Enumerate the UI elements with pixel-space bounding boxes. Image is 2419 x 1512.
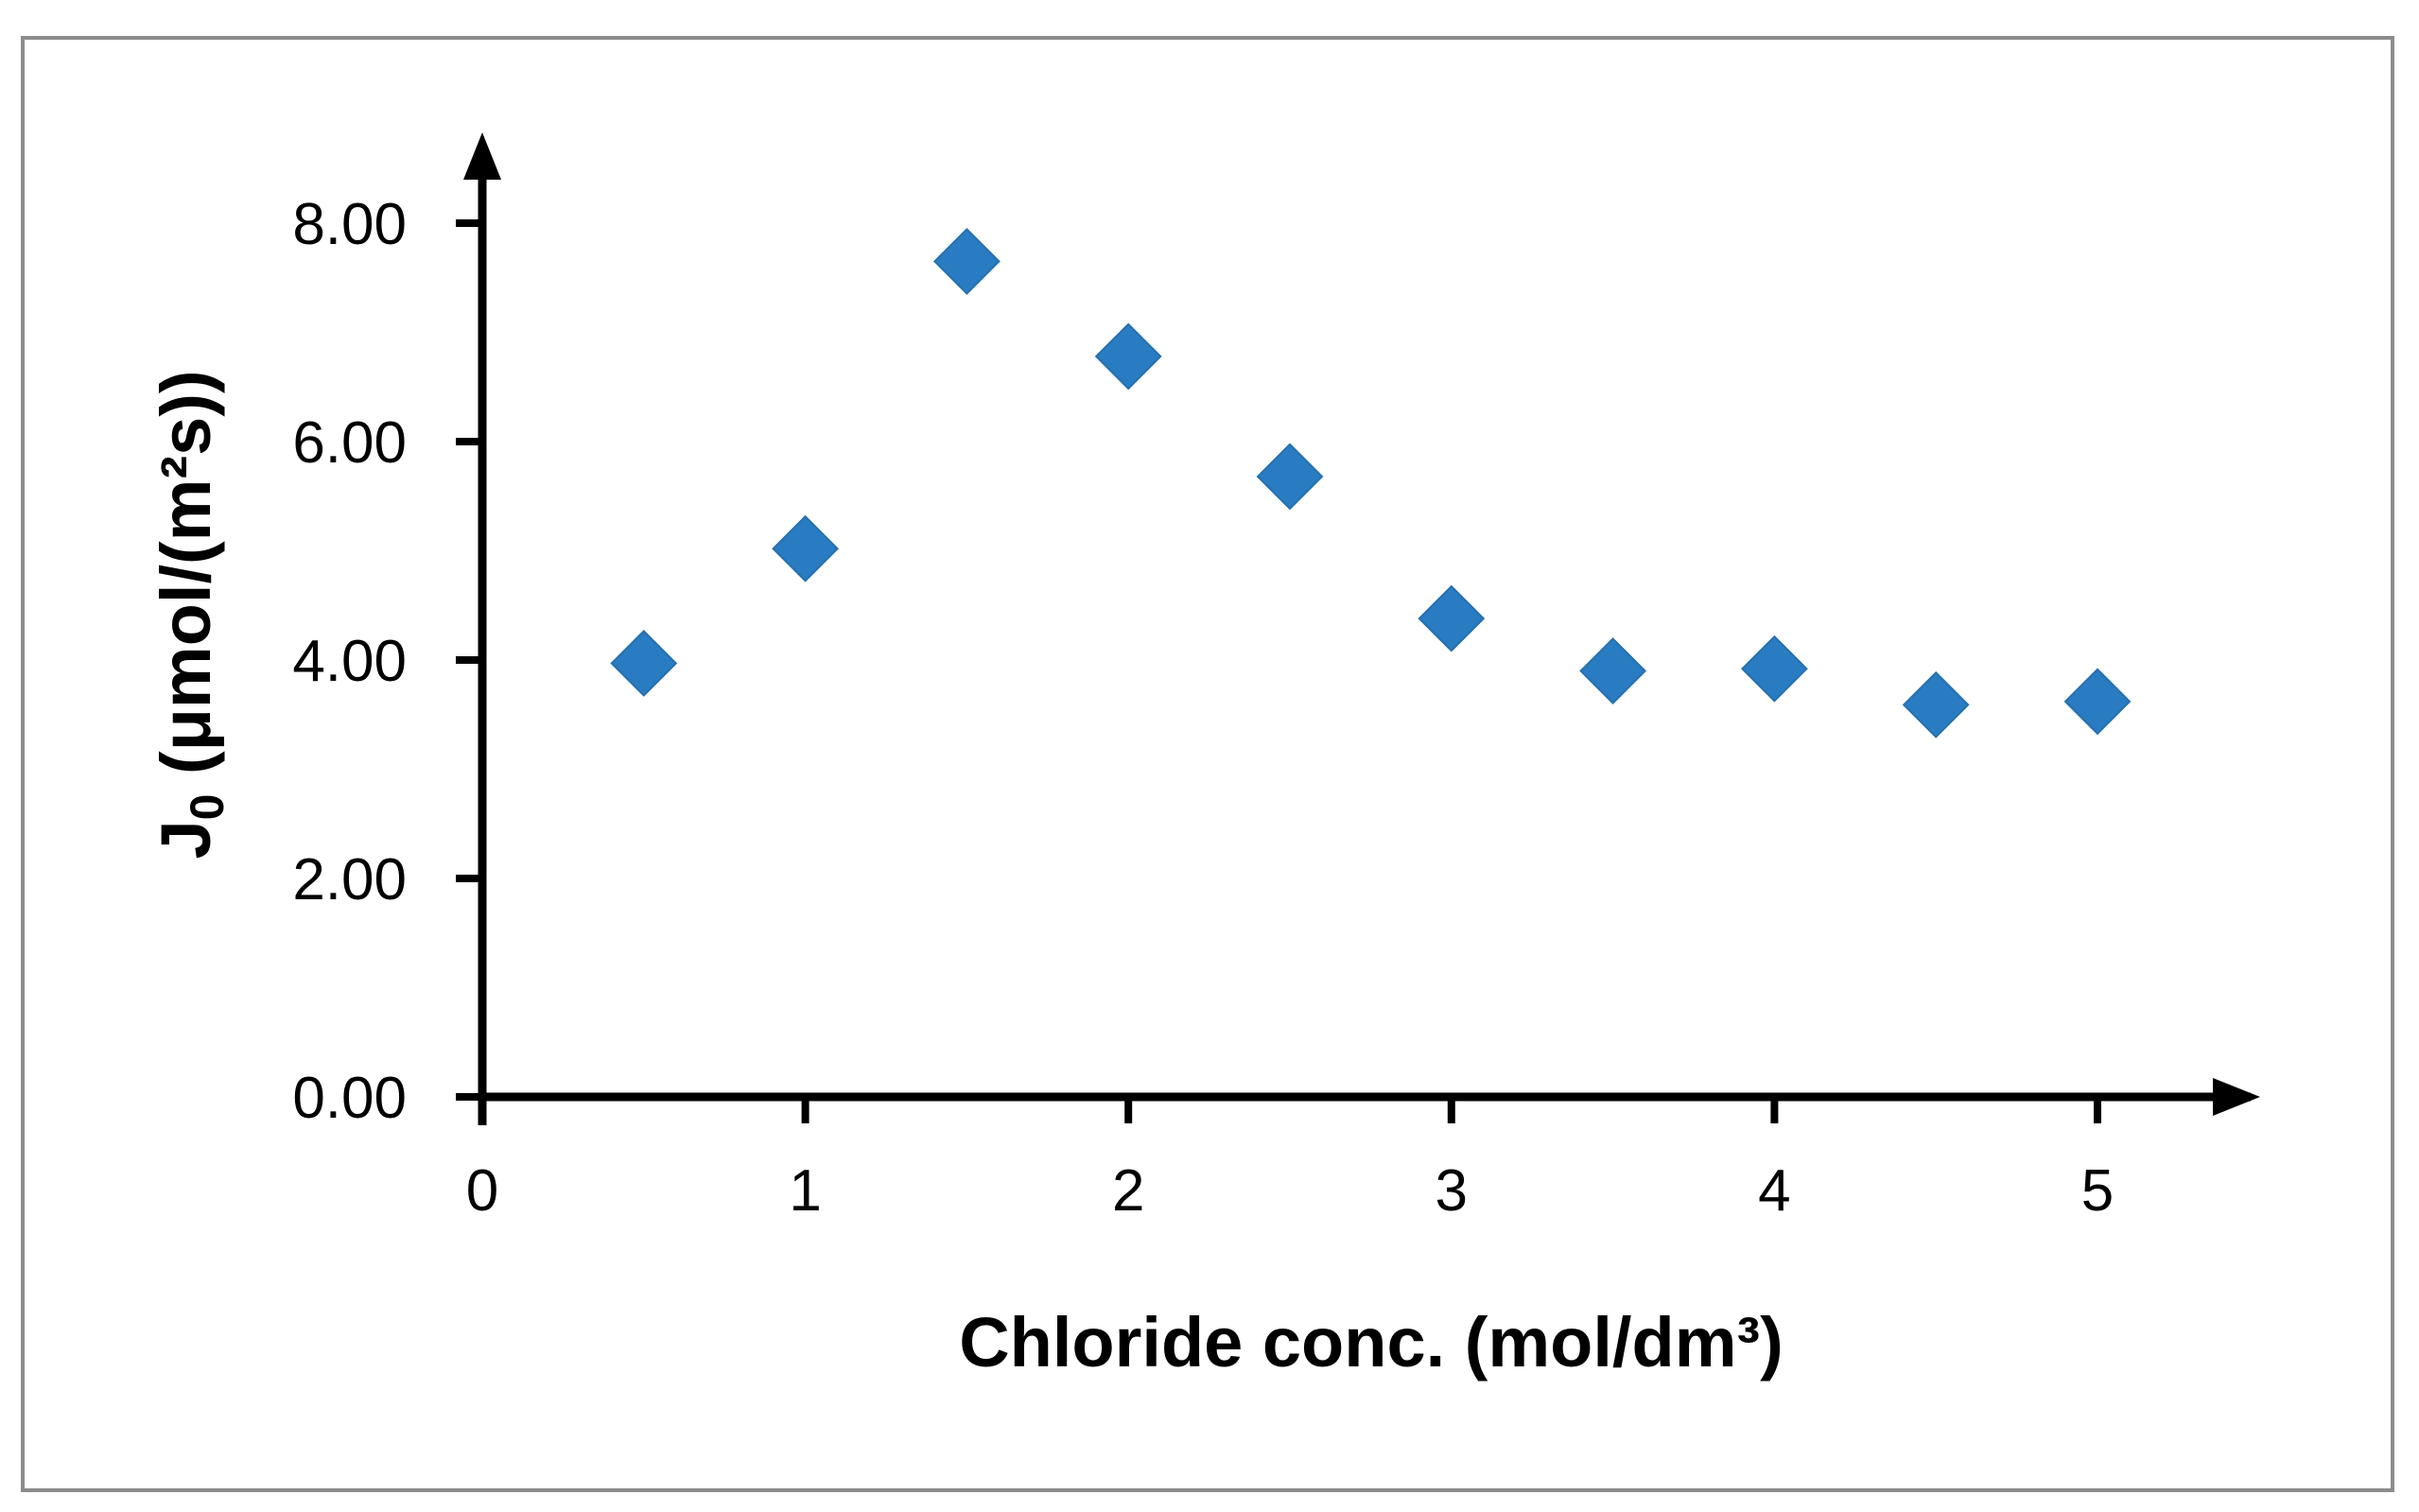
data-point <box>1256 443 1324 511</box>
chart-frame <box>21 36 2394 1492</box>
y-tick-label: 6.00 <box>292 410 407 476</box>
data-point <box>2063 668 2132 736</box>
x-tick-label: 0 <box>466 1158 498 1224</box>
data-point <box>1579 637 1647 704</box>
data-point <box>772 514 840 582</box>
y-axis-arrowhead <box>463 132 501 180</box>
y-axis-title: J0 (μmol/(m²s)) <box>147 370 234 859</box>
data-point <box>1094 322 1162 391</box>
data-point <box>1418 584 1486 652</box>
y-ticks: 0.00 2.00 4.00 6.00 8.00 <box>292 192 482 1131</box>
x-tick-label: 1 <box>789 1158 821 1224</box>
data-point <box>932 228 1001 295</box>
y-tick-label: 0.00 <box>292 1066 407 1131</box>
data-point <box>610 630 678 697</box>
y-axis-title-units: (μmol/(m²s)) <box>147 370 225 793</box>
y-axis-title-main: J <box>147 820 225 859</box>
data-point <box>1740 634 1808 703</box>
data-point <box>1902 670 1970 739</box>
y-tick-label: 8.00 <box>292 192 407 257</box>
x-ticks: 0 1 2 3 4 5 <box>466 1097 2114 1224</box>
x-axis-title: Chloride conc. (mol/dm³) <box>959 1303 1784 1382</box>
x-tick-label: 4 <box>1758 1158 1790 1224</box>
x-tick-label: 2 <box>1112 1158 1144 1224</box>
x-tick-label: 5 <box>2081 1158 2114 1224</box>
y-tick-label: 4.00 <box>292 629 407 694</box>
y-tick-label: 2.00 <box>292 847 407 912</box>
axes <box>463 132 2260 1125</box>
data-points <box>610 228 2132 739</box>
x-tick-label: 3 <box>1436 1158 1468 1224</box>
x-axis-arrowhead <box>2213 1078 2260 1116</box>
y-axis-title-subscript: 0 <box>181 794 234 821</box>
